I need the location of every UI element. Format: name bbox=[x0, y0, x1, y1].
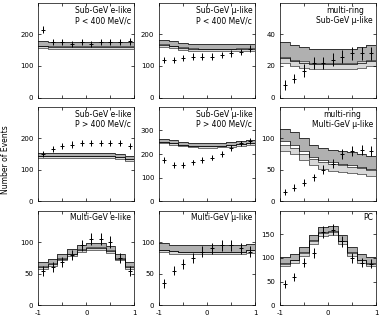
Text: Multi-GeV e-like: Multi-GeV e-like bbox=[70, 213, 131, 222]
Text: Sub-GeV μ-like
P < 400 MeV/c: Sub-GeV μ-like P < 400 MeV/c bbox=[196, 6, 252, 25]
Text: Number of Events: Number of Events bbox=[1, 125, 10, 194]
Text: Sub-GeV e-like
P < 400 MeV/c: Sub-GeV e-like P < 400 MeV/c bbox=[75, 6, 131, 25]
Text: multi-ring
Multi-GeV μ-like: multi-ring Multi-GeV μ-like bbox=[312, 109, 373, 129]
Text: Multi-GeV μ-like: Multi-GeV μ-like bbox=[191, 213, 252, 222]
Text: PC: PC bbox=[363, 213, 373, 222]
Text: Sub-GeV e-like
P > 400 MeV/c: Sub-GeV e-like P > 400 MeV/c bbox=[75, 109, 131, 129]
Text: Sub-GeV μ-like
P > 400 MeV/c: Sub-GeV μ-like P > 400 MeV/c bbox=[196, 109, 252, 129]
Text: multi-ring
Sub-GeV μ-like: multi-ring Sub-GeV μ-like bbox=[317, 6, 373, 25]
